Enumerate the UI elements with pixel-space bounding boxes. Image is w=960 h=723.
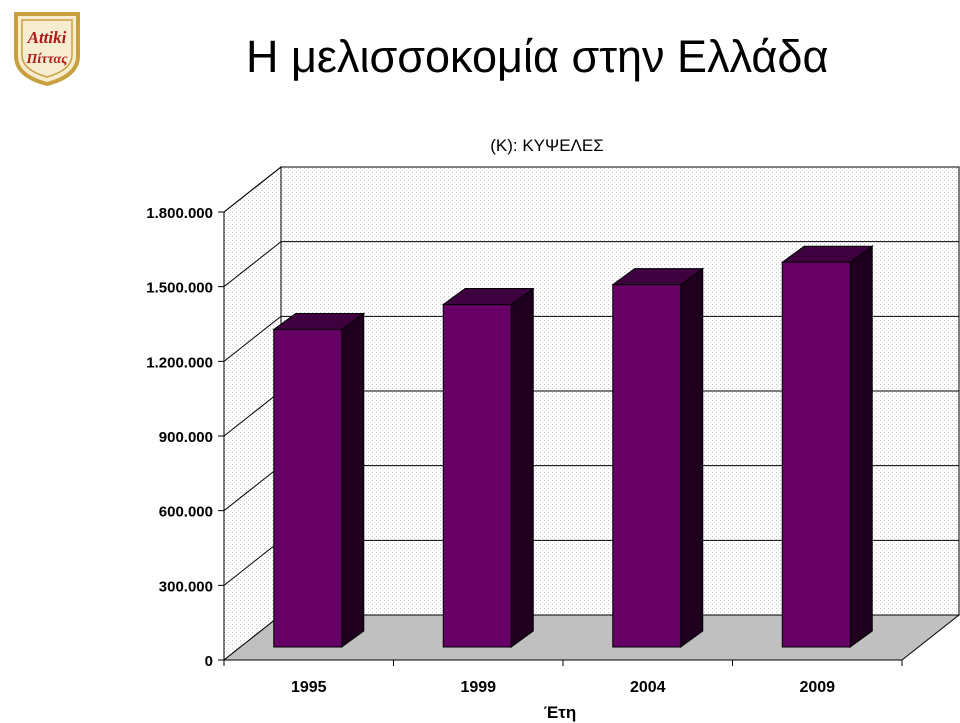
chart-title: (Κ): ΚΥΨΕΛΕΣ	[490, 136, 604, 155]
y-tick-label: 1.800.000	[146, 205, 213, 222]
bar-side	[341, 312, 365, 648]
bar-side	[849, 245, 873, 648]
x-axis-title: Έτη	[544, 703, 576, 722]
x-tick-label: 1999	[460, 679, 496, 696]
bars	[272, 245, 874, 648]
gridline-side	[223, 539, 282, 586]
y-tick-label: 1.200.000	[146, 354, 213, 371]
gridline-side	[223, 241, 282, 288]
gridline-side	[223, 166, 282, 213]
y-tick-label: 300.000	[159, 578, 213, 595]
gridline-side	[223, 390, 282, 437]
gridline-side	[223, 315, 282, 362]
y-tick-label: 1.500.000	[146, 280, 213, 297]
bar	[441, 287, 535, 648]
x-tick-label: 2004	[630, 679, 666, 696]
y-axis: 0 300.000 600.000 900.000 1.200.000 1.500.000…	[146, 205, 225, 670]
bar	[272, 312, 366, 648]
gridline-side	[223, 465, 282, 512]
bar	[780, 245, 874, 648]
x-tick-label: 1995	[291, 679, 327, 696]
bar-front	[612, 284, 682, 648]
logo-text-pittas: Πίττας	[26, 52, 69, 67]
x-axis: 1995 1999 2004 2009	[223, 659, 903, 696]
bar-front	[442, 304, 512, 648]
bar-side	[510, 287, 534, 648]
attiki-logo: Attiki Πίττας	[14, 12, 80, 87]
bar-front	[273, 328, 343, 648]
y-tick-label: 0	[205, 653, 213, 670]
page-title: Η μελισσοκομία στην Ελλάδα	[246, 31, 829, 82]
x-tick-label: 2009	[799, 679, 835, 696]
logo-text-attiki: Attiki	[27, 28, 67, 47]
y-tick-label: 900.000	[159, 429, 213, 446]
y-tick-label: 600.000	[159, 504, 213, 521]
bar-side	[680, 267, 704, 648]
bar	[611, 267, 705, 648]
bar-front	[781, 261, 851, 648]
